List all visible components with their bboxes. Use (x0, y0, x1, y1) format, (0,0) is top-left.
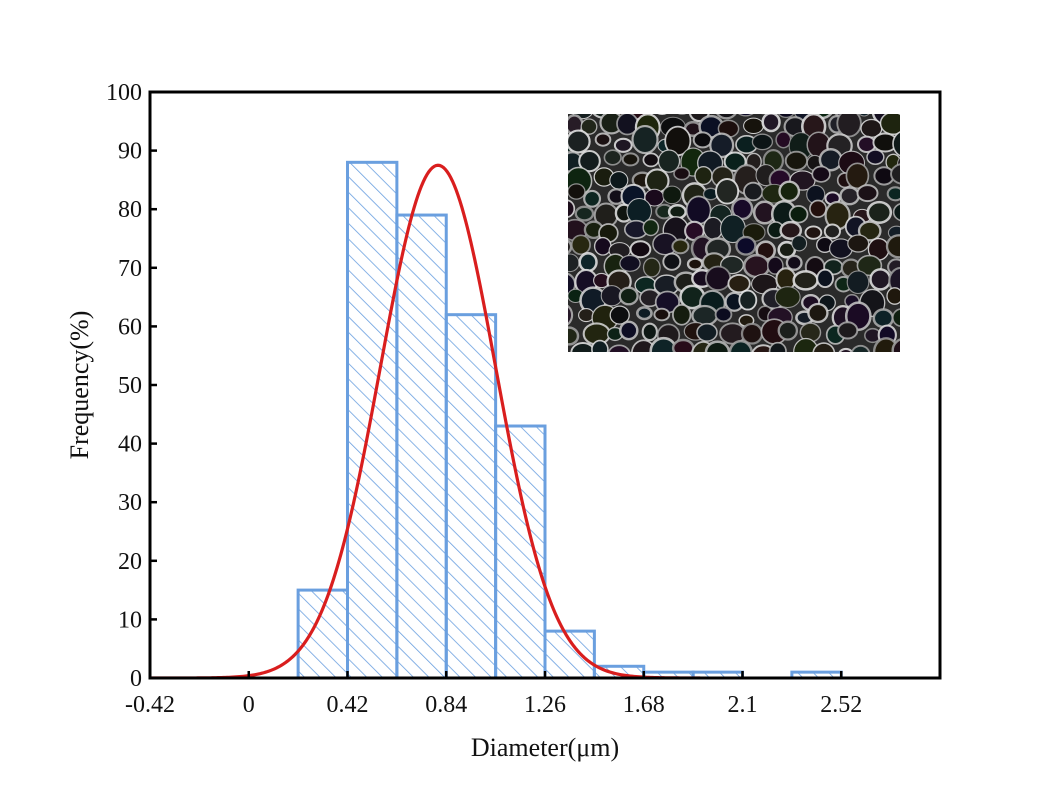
y-tick-label: 40 (118, 432, 142, 458)
fit-line (150, 163, 701, 678)
histogram-bar-3 (395, 213, 448, 680)
x-tick-label: 2.52 (820, 692, 862, 718)
histogram-bar-4 (444, 313, 498, 680)
y-tick-label: 70 (118, 256, 142, 282)
histogram-bar-5 (494, 424, 547, 680)
y-axis-title: Frequency(%) (65, 311, 94, 460)
y-tick-label: 60 (118, 314, 142, 340)
x-axis-title: Diameter(μm) (471, 733, 619, 762)
y-tick-label: 50 (118, 373, 142, 399)
gaussian-fit-curve (150, 163, 701, 678)
histogram-bar-1 (296, 588, 349, 680)
histogram-bar-2 (346, 160, 399, 680)
y-tick-label: 10 (118, 607, 142, 633)
x-tick-label: 1.68 (623, 692, 665, 718)
x-tick-label: 0.42 (327, 692, 369, 718)
y-axis: 0 10 20 30 40 50 60 70 80 90 100 (106, 80, 157, 692)
x-axis: -0.42 0 0.42 0.84 1.26 1.68 2.1 2.52 (125, 671, 862, 718)
sem-micrograph-inset (568, 114, 900, 352)
x-tick-label: 1.26 (524, 692, 566, 718)
x-tick-label: -0.42 (125, 692, 175, 718)
y-tick-label: 90 (118, 139, 142, 165)
x-tick-label: 0.84 (425, 692, 467, 718)
x-tick-label: 2.1 (728, 692, 758, 718)
y-tick-label: 30 (118, 490, 142, 516)
y-tick-label: 80 (118, 197, 142, 223)
inset-cells (568, 114, 900, 352)
y-tick-label: 20 (118, 549, 142, 575)
y-tick-label: 100 (106, 80, 142, 106)
x-tick-label: 0 (243, 692, 255, 718)
y-tick-label: 0 (130, 666, 142, 692)
